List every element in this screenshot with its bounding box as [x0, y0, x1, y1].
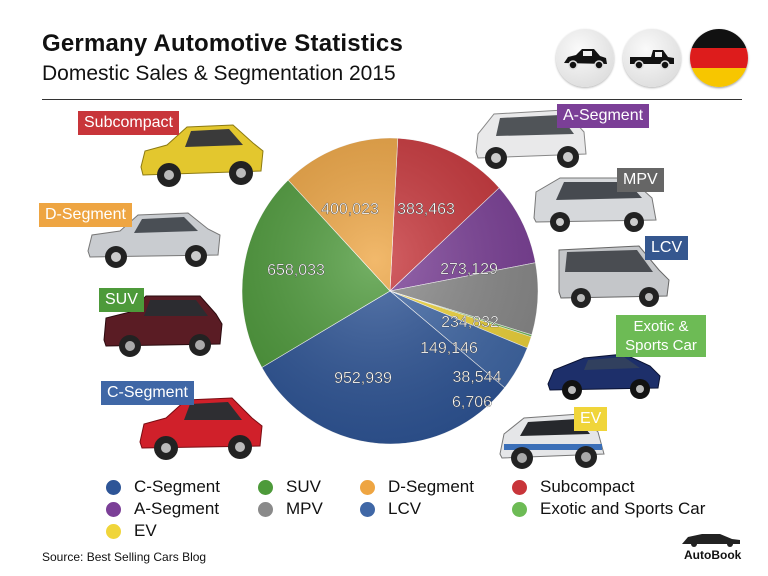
legend-item-c-segment: C-Segment [106, 477, 220, 497]
legend-swatch-d-segment [360, 479, 375, 495]
legend-swatch-suv [258, 479, 273, 495]
legend-swatch-c-segment [106, 479, 121, 495]
legend-item-lcv: LCV [360, 499, 421, 519]
c-segment-car-image [139, 397, 263, 460]
legend-label-lcv: LCV [388, 499, 422, 518]
legend-item-a-segment: A-Segment [106, 499, 219, 519]
legend-swatch-subcompact [512, 479, 527, 495]
header-divider [42, 99, 742, 100]
legend-label-a-segment: A-Segment [134, 499, 220, 518]
autobook-logo-icon [682, 534, 740, 547]
pie-label-exotic-and-sports-car: 6,706 [452, 394, 492, 411]
exotic-car-image [547, 353, 661, 400]
ev-tag: EV [574, 407, 608, 431]
legend-swatch-lcv [360, 501, 375, 517]
pie-label-mpv: 234,832 [441, 314, 499, 331]
legend-item-mpv: MPV [258, 499, 323, 519]
pie-label-lcv: 149,146 [420, 340, 478, 357]
pie-label-a-segment: 273,129 [440, 261, 498, 278]
legend-label-exotic-and-sports-car: Exotic and Sports Car [540, 499, 706, 518]
legend-swatch-a-segment [106, 501, 121, 517]
pie-label-c-segment: 952,939 [334, 370, 392, 387]
pie-shading [242, 138, 538, 444]
pie-label-ev: 38,544 [453, 369, 502, 386]
d-segment-tag: D-Segment [39, 203, 132, 227]
legend-item-subcompact: Subcompact [512, 477, 635, 497]
legend-swatch-ev [106, 523, 121, 539]
legend-label-c-segment: C-Segment [134, 477, 220, 496]
legend-swatch-mpv [258, 501, 273, 517]
c-segment-tag: C-Segment [101, 381, 194, 405]
legend-item-exotic-and-sports-car: Exotic and Sports Car [512, 499, 705, 519]
legend-item-suv: SUV [258, 477, 321, 497]
suv-tag: SUV [99, 288, 144, 312]
legend-label-subcompact: Subcompact [540, 477, 635, 496]
subcompact-tag: Subcompact [78, 111, 179, 135]
subcompact-car-image [140, 124, 264, 187]
legend-label-d-segment: D-Segment [388, 477, 474, 496]
pickup-icon [623, 29, 681, 87]
exotic-tag-line1: Exotic & [633, 318, 689, 335]
legend-item-ev: EV [106, 521, 157, 541]
page-subtitle: Domestic Sales & Segmentation 2015 [42, 62, 396, 85]
mpv-tag: MPV [617, 168, 664, 192]
pie-label-d-segment: 400,023 [321, 201, 379, 218]
d-segment-car-image [87, 212, 221, 268]
sedan-icon [556, 29, 614, 87]
pie-label-suv: 658,033 [267, 262, 325, 279]
source-note: Source: Best Selling Cars Blog [42, 550, 207, 564]
legend-item-d-segment: D-Segment [360, 477, 474, 497]
legend-label-suv: SUV [286, 477, 321, 496]
pie-label-subcompact: 383,463 [397, 201, 455, 218]
brand-name: AutoBook [684, 548, 742, 562]
a-segment-tag: A-Segment [557, 104, 650, 128]
germany-flag-icon [690, 29, 748, 87]
legend-swatch-exotic-and-sports-car [512, 501, 527, 517]
lcv-car-image [558, 245, 670, 308]
page-title: Germany Automotive Statistics [42, 30, 404, 57]
exotic-tag-line2: Sports Car [625, 337, 697, 354]
legend-label-mpv: MPV [286, 499, 323, 518]
legend-label-ev: EV [134, 521, 157, 540]
lcv-tag: LCV [645, 236, 689, 260]
exotic-tag: Exotic & Sports Car [616, 315, 706, 357]
